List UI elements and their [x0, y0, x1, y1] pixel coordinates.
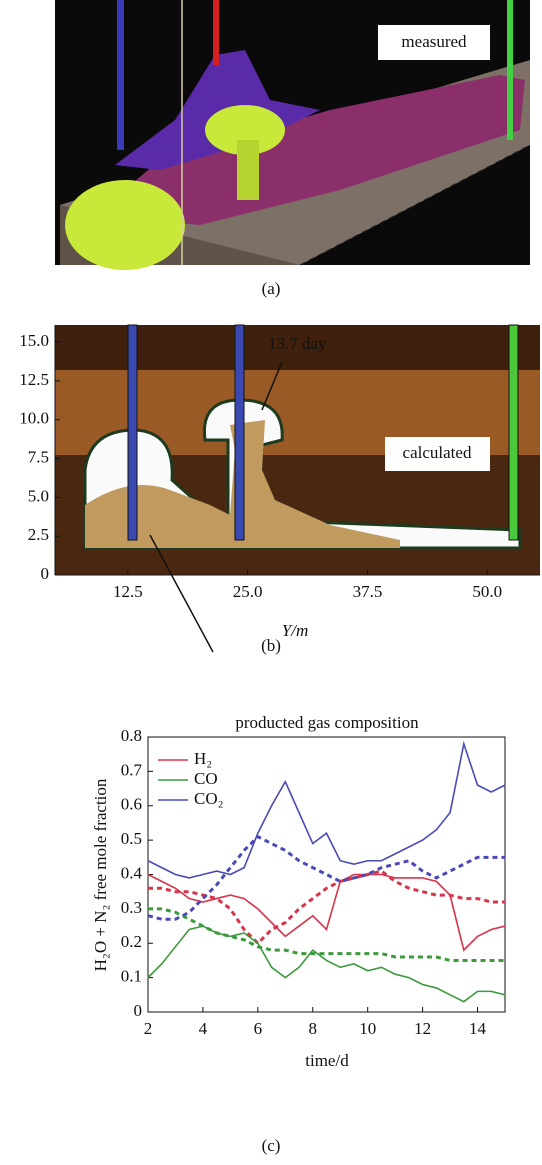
- y-tick-label: 7.5: [28, 447, 49, 466]
- line-dashed: [148, 907, 505, 962]
- line: [147, 740, 506, 879]
- label-box: [378, 25, 490, 60]
- plume-purple: [95, 75, 525, 225]
- annotation: 13.7 day: [268, 334, 327, 353]
- label-box: [385, 437, 490, 471]
- caption: (b): [261, 636, 281, 655]
- x-tick-label: 14: [469, 1019, 487, 1038]
- annotation: calculated: [403, 443, 472, 462]
- y-axis-label: H₂O + N₂ free mole fraction: [91, 778, 110, 971]
- y-tick-label: 10.0: [19, 409, 49, 428]
- x-tick-label: 4: [199, 1019, 208, 1038]
- well-blue: [234, 324, 245, 541]
- legend-label: CO₂: [194, 789, 224, 808]
- x-tick-label: 10: [359, 1019, 376, 1038]
- annotation-pointer: [261, 361, 283, 411]
- x-tick-label: 50.0: [472, 582, 502, 601]
- legend-label: H₂: [194, 749, 212, 768]
- blob-left: [65, 180, 185, 270]
- line: [147, 925, 506, 1003]
- well-blue: [127, 324, 138, 541]
- x-tick-label: 8: [309, 1019, 318, 1038]
- line-dashed: [148, 869, 505, 946]
- well-blue: [117, 0, 124, 150]
- y-tick-label: 0: [41, 564, 50, 583]
- legend-label: CO: [194, 769, 218, 788]
- panel-b-field: [55, 324, 540, 653]
- y-tick-label: 0.6: [121, 795, 142, 814]
- well-red: [213, 0, 219, 65]
- y-tick-label: 15.0: [19, 331, 49, 350]
- blob-stem: [237, 140, 259, 200]
- y-tick-label: 0.4: [121, 863, 143, 882]
- panel-label: measured: [401, 32, 467, 51]
- x-tick-label: 12: [414, 1019, 431, 1038]
- x-tick-label: 6: [254, 1019, 263, 1038]
- chart-title: producted gas composition: [235, 713, 419, 732]
- plume-violet: [115, 50, 320, 170]
- x-axis-label: time/d: [305, 1051, 349, 1070]
- y-tick-label: 5.0: [28, 486, 49, 505]
- x-tick-label: 37.5: [353, 582, 383, 601]
- x-tick-label: 12.5: [113, 582, 143, 601]
- line: [147, 873, 506, 952]
- blob-center: [205, 105, 285, 155]
- charts: 0 2.5 5.0 7.5 10.0 12.5 15.0 12.5 25.0 37.5 50.0 Y/…: [19, 325, 540, 1155]
- line-dashed: [147, 834, 505, 921]
- y-tick-label: 0.2: [121, 932, 142, 951]
- x-axis-label: Y/m: [282, 621, 308, 640]
- y-tick-label: 0.3: [121, 898, 142, 917]
- panel-a: measured (a): [55, 0, 531, 298]
- y-tick-label: 0: [134, 1001, 143, 1020]
- y-tick-label: 0.7: [121, 760, 143, 779]
- well-green: [508, 324, 519, 541]
- y-tick-label: 2.5: [28, 525, 49, 544]
- annotation-pointer: [149, 534, 214, 653]
- x-tick-label: 25.0: [233, 582, 263, 601]
- y-tick-label: 0.5: [121, 829, 142, 848]
- caption: (c): [262, 1136, 281, 1155]
- box-edge: [299, 144, 531, 266]
- caption: (a): [262, 279, 281, 298]
- y-tick-label: 0.8: [121, 726, 142, 745]
- y-tick-label: 0.1: [121, 967, 142, 986]
- x-tick-label: 2: [144, 1019, 153, 1038]
- y-tick-label: 12.5: [19, 370, 49, 389]
- well-green: [507, 0, 513, 140]
